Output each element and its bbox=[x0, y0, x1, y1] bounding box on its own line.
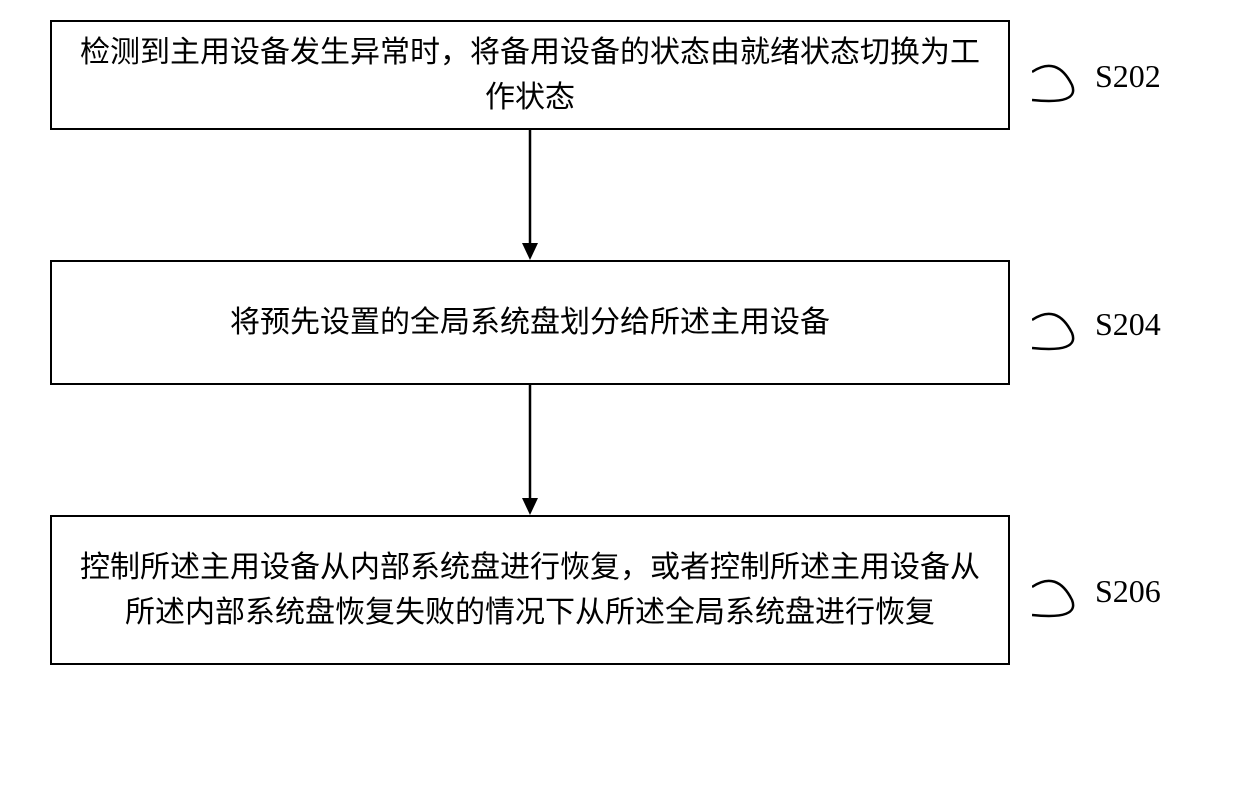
step-box-3: 控制所述主用设备从内部系统盘进行恢复，或者控制所述主用设备从所述内部系统盘恢复失… bbox=[50, 515, 1010, 665]
step-box-2: 将预先设置的全局系统盘划分给所述主用设备 bbox=[50, 260, 1010, 385]
step-label-2: S204 bbox=[1095, 306, 1161, 343]
step-label-3: S206 bbox=[1095, 573, 1161, 610]
arrow-2-container bbox=[50, 385, 1010, 515]
connector-curve-3 bbox=[1032, 575, 1092, 625]
connector-curve-2 bbox=[1032, 308, 1092, 358]
step-label-1: S202 bbox=[1095, 58, 1161, 95]
step-row-2: 将预先设置的全局系统盘划分给所述主用设备 S204 bbox=[50, 260, 1190, 385]
arrow-1-container bbox=[50, 130, 1010, 260]
step-text-2: 将预先设置的全局系统盘划分给所述主用设备 bbox=[230, 300, 830, 345]
arrow-2 bbox=[515, 385, 545, 515]
step-text-1: 检测到主用设备发生异常时，将备用设备的状态由就绪状态切换为工作状态 bbox=[72, 30, 988, 120]
connector-curve-1 bbox=[1032, 60, 1092, 110]
step-row-1: 检测到主用设备发生异常时，将备用设备的状态由就绪状态切换为工作状态 S202 bbox=[50, 20, 1190, 130]
flowchart-container: 检测到主用设备发生异常时，将备用设备的状态由就绪状态切换为工作状态 S202 将… bbox=[50, 20, 1190, 665]
step-box-1: 检测到主用设备发生异常时，将备用设备的状态由就绪状态切换为工作状态 bbox=[50, 20, 1010, 130]
step-row-3: 控制所述主用设备从内部系统盘进行恢复，或者控制所述主用设备从所述内部系统盘恢复失… bbox=[50, 515, 1190, 665]
step-text-3: 控制所述主用设备从内部系统盘进行恢复，或者控制所述主用设备从所述内部系统盘恢复失… bbox=[72, 545, 988, 635]
arrow-1 bbox=[515, 130, 545, 260]
